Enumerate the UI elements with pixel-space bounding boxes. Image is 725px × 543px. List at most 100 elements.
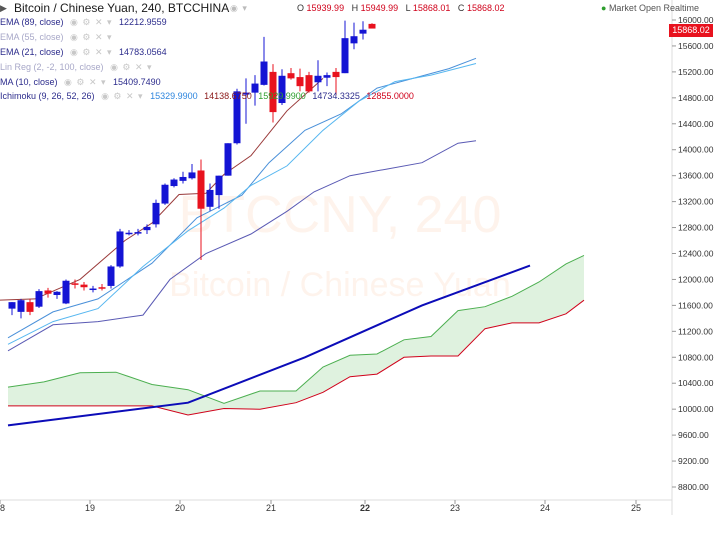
- indicator-controls-icon[interactable]: ◉ ⚙ ✕ ▾: [70, 47, 113, 57]
- indicator-name: Lin Reg (2, -2, 100, close): [0, 62, 104, 72]
- candle: [332, 67, 340, 96]
- indicator-controls-icon[interactable]: ◉ ⚙ ✕ ▾: [70, 32, 113, 42]
- indicator-ema55[interactable]: EMA (55, close) ◉ ⚙ ✕ ▾: [0, 32, 113, 43]
- indicator-ema21[interactable]: EMA (21, close) ◉ ⚙ ✕ ▾ 14783.0564: [0, 47, 167, 58]
- price-tick-label: 9200.00: [678, 456, 709, 466]
- candle-body: [251, 83, 259, 93]
- ema21-line: [7, 140, 477, 352]
- watermark-name: Bitcoin / Chinese Yuan: [169, 266, 511, 304]
- candle-body: [143, 226, 151, 231]
- price-axis[interactable]: 8800.00 9200.00 9600.00 10000.00 10400.00 108…: [671, 0, 725, 515]
- candle: [215, 175, 223, 209]
- candle: [98, 283, 106, 291]
- candle-body: [350, 36, 358, 44]
- ichimoku-cloud: [7, 254, 585, 416]
- candle: [134, 228, 142, 236]
- indicator-linreg[interactable]: Lin Reg (2, -2, 100, close) ◉ ⚙ ✕ ▾: [0, 62, 153, 73]
- candle: [161, 183, 169, 205]
- ohlc-open-label: O: [297, 3, 305, 13]
- ichimoku-values: 15329.9900 14138.6750 15929.9900 14734.3…: [150, 91, 418, 101]
- indicator-value: 12212.9559: [119, 17, 167, 27]
- candle-body: [287, 73, 295, 79]
- candle: [287, 67, 295, 80]
- candle-body: [224, 143, 232, 176]
- collapse-arrow-icon[interactable]: ▶: [0, 3, 7, 13]
- candle: [116, 228, 124, 268]
- candle: [152, 199, 160, 228]
- price-tick-label: 14400.00: [678, 119, 714, 129]
- candle: [269, 64, 277, 123]
- price-tick-label: 16000.00: [678, 15, 714, 25]
- candle-body: [107, 266, 115, 286]
- candle: [17, 298, 25, 319]
- candle: [143, 224, 151, 235]
- indicator-controls-icon[interactable]: ◉ ⚙ ✕ ▾: [110, 62, 153, 72]
- candle: [224, 143, 232, 176]
- price-tick-label: 10000.00: [678, 404, 714, 414]
- time-tick-label: 24: [540, 503, 550, 513]
- candle: [62, 279, 70, 305]
- cloud-fill: [8, 255, 584, 415]
- candle: [71, 279, 79, 289]
- indicator-controls-icon[interactable]: ◉ ⚙ ✕ ▾: [101, 91, 144, 101]
- candle: [206, 183, 214, 211]
- candle-body: [125, 232, 133, 235]
- candle-body: [170, 179, 178, 187]
- price-tick-label: 13200.00: [678, 197, 714, 207]
- price-tick-label: 11200.00: [678, 326, 713, 336]
- candle-body: [215, 175, 223, 196]
- candle: [305, 71, 313, 93]
- candle-body: [305, 75, 313, 92]
- candle: [341, 20, 349, 74]
- candle: [44, 287, 52, 298]
- price-axis-bg: [672, 0, 725, 515]
- price-tick-label: 14800.00: [678, 93, 714, 103]
- candle: [350, 22, 358, 50]
- price-tick-label: 12800.00: [678, 223, 714, 233]
- indicator-controls-icon[interactable]: ◉ ⚙ ✕ ▾: [64, 77, 107, 87]
- indicator-controls-icon[interactable]: ◉ ⚙ ✕ ▾: [70, 17, 113, 27]
- chart-title: Bitcoin / Chinese Yuan, 240, BTCCHINA: [14, 1, 230, 15]
- candle-body: [71, 283, 79, 285]
- ichimoku-conversion-line: [7, 63, 477, 345]
- candle-body: [89, 288, 97, 291]
- indicator-ma10[interactable]: MA (10, close) ◉ ⚙ ✕ ▾ 15409.7490: [0, 77, 161, 88]
- candle: [125, 230, 133, 236]
- price-tick-label: 12400.00: [678, 249, 714, 259]
- candle-body: [269, 71, 277, 113]
- ichimoku-lagging-value: 15929.9900: [258, 91, 306, 101]
- time-axis[interactable]: 18 19 20 21 22 23 24 25: [0, 499, 672, 513]
- candle: [296, 68, 304, 92]
- candle: [314, 60, 322, 92]
- cloud-lead1-line: [7, 254, 585, 404]
- ichimoku-lead1-value: 14734.3325: [312, 91, 360, 101]
- candle-body: [188, 172, 196, 179]
- candle: [323, 72, 331, 87]
- indicator-value: 15409.7490: [113, 77, 161, 87]
- candle-body: [134, 232, 142, 234]
- symbol-watermark: BTCCNY, 240 Bitcoin / Chinese Yuan: [169, 186, 511, 304]
- indicator-name: EMA (21, close): [0, 47, 64, 57]
- candle-body: [197, 170, 205, 209]
- candle-body: [8, 302, 16, 309]
- ohlc-high-label: H: [351, 3, 359, 13]
- indicator-ema89[interactable]: EMA (89, close) ◉ ⚙ ✕ ▾ 12212.9559: [0, 17, 167, 28]
- candle: [179, 171, 187, 184]
- candle: [197, 159, 205, 260]
- indicator-name: MA (10, close): [0, 77, 58, 87]
- time-tick-label: 25: [631, 503, 641, 513]
- price-tick-label: 11600.00: [678, 300, 713, 310]
- candle-body: [359, 29, 367, 34]
- last-price-tag: 15868.02: [669, 24, 713, 37]
- time-tick-label: 18: [0, 503, 5, 513]
- candle-body: [17, 300, 25, 312]
- price-tick-label: 10800.00: [678, 352, 714, 362]
- candle-body: [62, 280, 70, 304]
- candle: [188, 163, 196, 180]
- candle: [170, 178, 178, 188]
- candle: [242, 78, 250, 124]
- title-controls-icon[interactable]: ◉ ▾: [230, 3, 248, 13]
- indicator-ichimoku[interactable]: Ichimoku (9, 26, 52, 26) ◉ ⚙ ✕ ▾ 15329.9…: [0, 91, 418, 102]
- ohlc-high-value: 15949.99: [360, 3, 399, 13]
